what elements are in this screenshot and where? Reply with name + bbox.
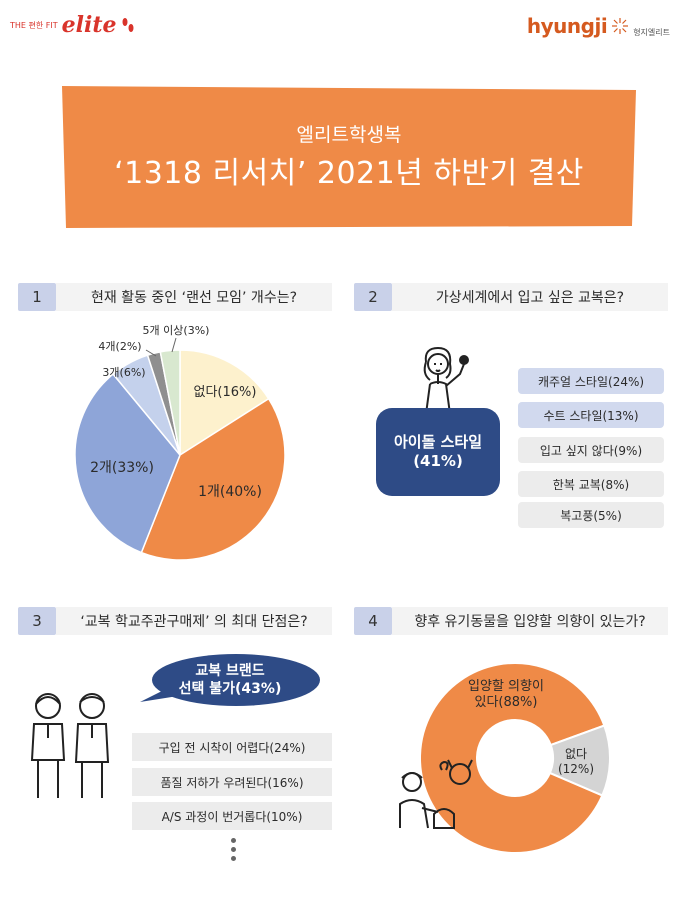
donut-slice-yes <box>419 662 606 854</box>
pie-label-none: 없다(16%) <box>194 385 257 400</box>
more-dots <box>229 838 239 865</box>
hyungji-logo: hyungji 형지엘리트 <box>527 14 670 38</box>
q2-answer-none: 입고 싶지 않다(9%) <box>518 437 664 463</box>
pie-label-3: 3개(6%) <box>102 366 145 379</box>
donut-slice-no <box>548 724 611 797</box>
elite-logo: THE 편한 FIT elite <box>10 14 135 36</box>
question-1-pie-chart: 없다(16%) 1개(40%) 2개(33%) 3개(6%) 4개(2%)5개 이상(3… <box>74 324 286 561</box>
q3-top-answer-percent: 선택 불가(43%) <box>178 681 282 698</box>
q2-answer-hanbok: 한복 교복(8%) <box>518 471 664 497</box>
logo-hyungji-text: hyungji <box>526 14 608 38</box>
q3-answer-quality: 품질 저하가 우려된다(16%) <box>132 768 332 796</box>
q3-speech-bubble <box>140 654 320 706</box>
q3-top-answer-label: 교복 브랜드 <box>195 663 265 679</box>
question-1-number: 1 <box>18 283 56 311</box>
pie-label-4: 4개(2%) <box>98 340 141 353</box>
q2-top-answer-percent: (41%) <box>413 452 463 470</box>
question-1-text: 현재 활동 중인 ‘랜선 모임’ 개수는? <box>56 283 332 311</box>
q2-answer-suit: 수트 스타일(13%) <box>518 402 664 428</box>
logo-hyungji-sub: 형지엘리트 <box>633 27 670 37</box>
q2-answer-casual: 캐주얼 스타일(24%) <box>518 368 664 394</box>
q2-top-answer-label: 아이돌 스타일 <box>393 432 483 451</box>
question-3-text: ‘교복 학교주관구매제’ 의 최대 단점은? <box>56 607 332 635</box>
donut-label-no: 없다 (12%) <box>558 747 594 776</box>
pie-leader-4 <box>145 349 157 357</box>
pie-leader-5-plus <box>171 337 177 353</box>
donut-label-yes: 입양할 의향이 있다(88%) <box>468 679 544 710</box>
question-4-text: 향후 유기동물을 입양할 의향이 있는가? <box>392 607 668 635</box>
pie-slice-2 <box>74 373 181 554</box>
person-with-pet-icon <box>399 759 473 829</box>
q3-answer-as: A/S 과정이 번거롭다(10%) <box>132 802 332 830</box>
pie-slice-5-plus <box>159 349 181 456</box>
question-4-donut-chart: 입양할 의향이 있다(88%) 없다 (12%) <box>419 662 611 854</box>
banner-subtitle: 엘리트학생복 <box>296 124 402 146</box>
pie-label-1: 1개(40%) <box>198 484 262 500</box>
logo-tagline: THE 편한 FIT <box>10 20 58 30</box>
title-banner <box>62 86 636 228</box>
sunburst-icon <box>612 18 629 34</box>
q2-top-answer: 아이돌 스타일 (41%) <box>376 408 500 496</box>
question-2-number: 2 <box>354 283 392 311</box>
question-3-number: 3 <box>18 607 56 635</box>
question-4-number: 4 <box>354 607 392 635</box>
pie-label-5-plus: 5개 이상(3%) <box>143 324 210 337</box>
banner-title: ‘1318 리서치’ 2021년 하반기 결산 <box>114 156 584 191</box>
q3-top-answer: 교복 브랜드 선택 불가(43%) <box>150 662 310 698</box>
students-icon <box>30 693 110 798</box>
question-2-text: 가상세계에서 입고 싶은 교복은? <box>392 283 668 311</box>
q2-answer-retro: 복고풍(5%) <box>518 502 664 528</box>
q3-answer-fitting: 구입 전 시착이 어렵다(24%) <box>132 733 332 761</box>
logo-elite-text: elite <box>61 12 117 38</box>
pie-slice-none <box>179 349 270 457</box>
footprint-icon <box>122 18 133 32</box>
pie-slice-1 <box>140 397 286 561</box>
pie-label-2: 2개(33%) <box>90 460 154 476</box>
idol-girl-icon <box>423 346 469 415</box>
